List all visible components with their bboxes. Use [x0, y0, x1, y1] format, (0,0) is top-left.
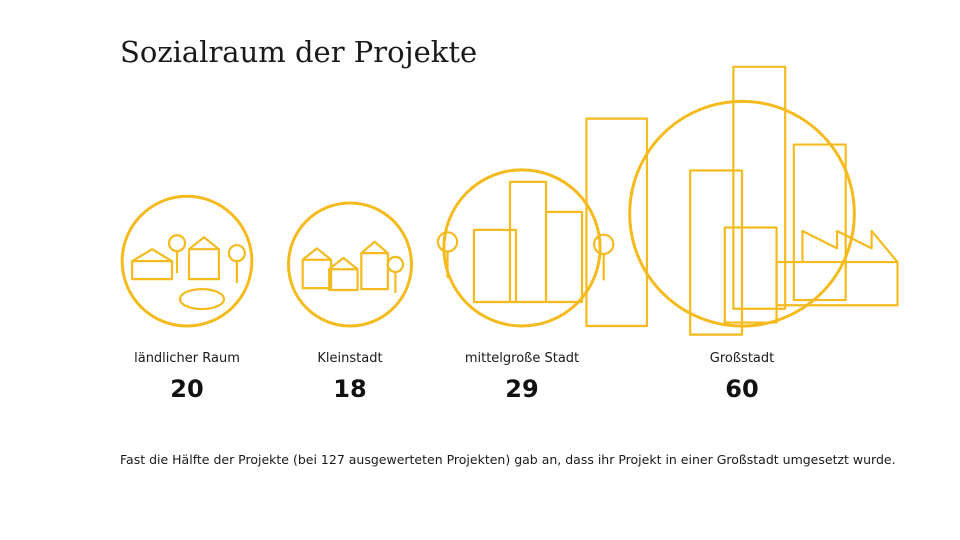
icon-shape	[301, 258, 333, 290]
value-label: 29	[505, 375, 538, 403]
icon-shape	[732, 65, 787, 310]
bubble	[442, 168, 602, 328]
icon-shape	[188, 236, 220, 251]
icon-shape	[436, 231, 459, 253]
category-label: Kleinstadt	[317, 351, 382, 366]
icon-shape	[328, 268, 359, 292]
icon-shape	[167, 234, 187, 253]
value-label: 20	[170, 375, 203, 403]
value-label: 60	[725, 375, 758, 403]
value-label: 18	[333, 375, 366, 403]
icon-shape	[131, 248, 173, 263]
icon-shape	[775, 260, 899, 307]
bubble	[120, 194, 254, 328]
icon	[301, 240, 405, 293]
icon-shape	[544, 210, 584, 304]
icon-shape	[178, 287, 226, 311]
icon-shape	[131, 260, 174, 281]
icon-shape	[360, 252, 389, 291]
icon-shape	[592, 233, 615, 256]
icon-shape	[227, 244, 246, 263]
icon-shape	[328, 256, 359, 271]
icon	[585, 65, 899, 336]
icon	[436, 180, 615, 304]
icon-shape	[187, 248, 221, 281]
icon-shape	[689, 169, 744, 336]
category-label: mittelgroße Stadt	[465, 351, 579, 366]
icon-shape	[360, 240, 389, 254]
icon	[131, 234, 246, 311]
category-label: ländlicher Raum	[134, 351, 240, 366]
icon-shape	[472, 228, 518, 304]
icon-shape	[301, 247, 332, 261]
icon-shape	[386, 255, 405, 274]
icon-shape	[585, 117, 649, 328]
bubble	[286, 201, 414, 328]
category-label: Großstadt	[710, 351, 774, 366]
note: Fast die Hälfte der Projekte (bei 127 au…	[120, 452, 896, 467]
icon-shape	[801, 229, 899, 263]
chart-title: Sozialraum der Projekte	[120, 35, 477, 69]
icon-shape	[792, 143, 847, 302]
